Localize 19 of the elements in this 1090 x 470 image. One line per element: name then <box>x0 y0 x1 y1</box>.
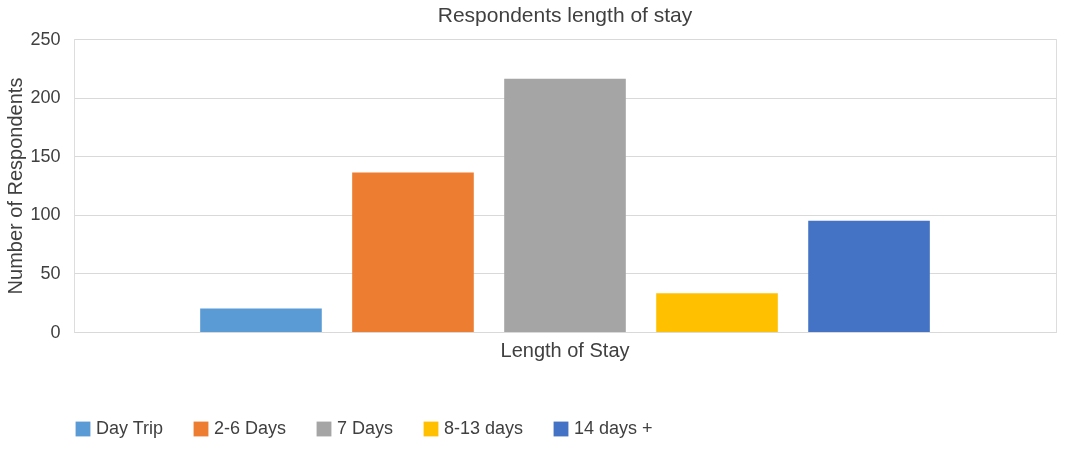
y-tick-label: 100 <box>30 204 61 225</box>
bar <box>200 308 322 332</box>
bar <box>352 172 474 332</box>
y-tick-label: 0 <box>50 321 61 342</box>
y-tick-label: 250 <box>30 28 61 49</box>
x-tick-label: Length of Stay <box>500 338 630 361</box>
legend-label: 14 days + <box>574 418 653 438</box>
y-tick-label: 200 <box>30 87 61 108</box>
y-axis-title: Number of Respondents <box>4 77 27 295</box>
bar <box>504 78 626 332</box>
legend-label: Day Trip <box>96 418 164 438</box>
y-tick-label: 150 <box>30 145 61 166</box>
bar <box>656 293 778 332</box>
legend-label: 2-6 Days <box>214 418 287 438</box>
bar <box>808 220 930 332</box>
legend-label: 8-13 days <box>444 418 524 438</box>
legend-label: 7 Days <box>337 418 394 438</box>
y-tick-label: 50 <box>40 262 61 283</box>
chart-title: Respondents length of stay <box>437 3 693 26</box>
